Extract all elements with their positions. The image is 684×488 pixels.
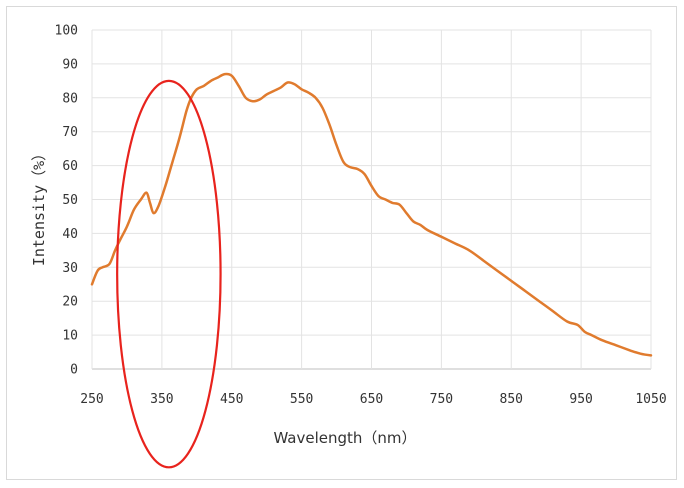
y-tick-label: 80 [62, 91, 78, 106]
series-line [90, 72, 653, 357]
x-axis-title: Wavelength（nm） [273, 429, 416, 447]
y-tick-label: 60 [62, 159, 78, 174]
highlight-ellipse [116, 79, 222, 469]
y-tick-label: 10 [62, 329, 78, 344]
x-tick-label: 850 [500, 392, 523, 407]
y-tick-label: 70 [62, 125, 78, 140]
x-tick-label: 650 [360, 392, 383, 407]
x-tick-labels: 250 350 450 550 650 750 850 950 1050 [80, 392, 666, 407]
x-tick-label: 350 [150, 392, 173, 407]
x-tick-label: 1050 [635, 392, 666, 407]
grid [91, 29, 652, 370]
x-tick-label: 250 [80, 392, 103, 407]
y-tick-label: 30 [62, 261, 78, 276]
x-tick-label: 750 [430, 392, 453, 407]
x-tick-label: 950 [569, 392, 592, 407]
x-tick-label: 550 [290, 392, 313, 407]
y-tick-label: 100 [55, 24, 78, 39]
y-tick-label: 50 [62, 193, 78, 208]
y-tick-label: 20 [62, 295, 78, 310]
x-tick-label: 450 [220, 392, 243, 407]
y-tick-label: 90 [62, 57, 78, 72]
y-tick-label: 40 [62, 227, 78, 242]
y-tick-label: 0 [70, 363, 78, 378]
y-axis-title: Intensity（%） [30, 146, 48, 266]
y-tick-labels: 0 10 20 30 40 50 60 70 80 90 100 [55, 24, 78, 378]
